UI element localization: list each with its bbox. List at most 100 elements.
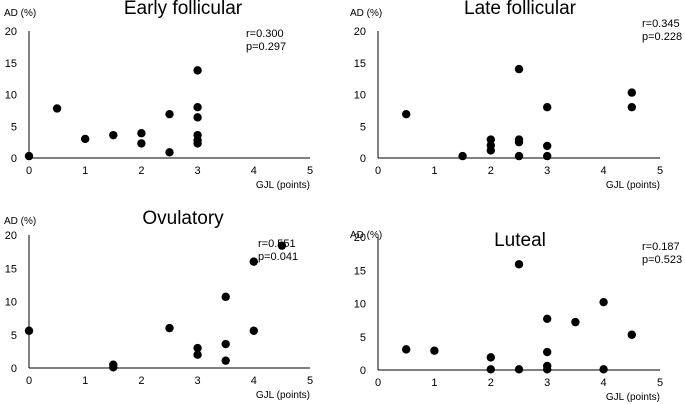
data-point — [599, 365, 608, 374]
data-point — [193, 103, 202, 112]
x-tick-label: 3 — [195, 165, 201, 177]
y-tick-label: 15 — [5, 263, 17, 275]
data-point — [24, 151, 34, 161]
data-point — [543, 141, 552, 151]
x-tick-label: 1 — [82, 375, 88, 387]
y-tick-label: 10 — [354, 299, 366, 311]
data-point — [543, 103, 552, 112]
x-tick-label: 4 — [601, 165, 607, 177]
y-tick-label: 10 — [354, 90, 366, 102]
x-tick-label: 3 — [544, 165, 550, 177]
x-tick-label: 0 — [26, 375, 32, 387]
x-tick-label: 4 — [251, 165, 257, 177]
stat-annotation: r=0.300 — [246, 28, 284, 40]
data-point — [402, 109, 411, 119]
y-tick-label: 10 — [5, 90, 17, 102]
y-tick-label: 10 — [5, 297, 17, 309]
chart-panel-1: Early follicular AD (%) 0 5 10 15 20 0 1 2 3 4 5 GJL … — [4, 0, 313, 191]
data-point — [543, 365, 552, 374]
data-point — [249, 326, 258, 335]
stat-annotation: p=0.297 — [246, 41, 286, 53]
x-tick-label: 1 — [82, 165, 88, 177]
x-tick-label: 2 — [488, 377, 494, 389]
x-axis-label: GJL (points) — [606, 392, 660, 403]
data-point — [627, 330, 636, 339]
data-point — [81, 134, 90, 144]
x-tick-label: 2 — [138, 165, 144, 177]
x-axis-label: GJL (points) — [606, 180, 660, 191]
data-point — [24, 326, 34, 335]
y-tick-label: 15 — [354, 265, 366, 277]
y-tick-label: 5 — [360, 121, 366, 133]
stat-annotation: p=0.041 — [258, 251, 298, 263]
y-tick-label: 15 — [5, 58, 17, 70]
data-point — [543, 151, 552, 161]
data-point — [165, 109, 174, 119]
data-point — [430, 346, 439, 355]
data-point — [514, 365, 524, 374]
data-point — [165, 323, 174, 333]
x-tick-label: 5 — [307, 165, 313, 177]
data-point — [109, 130, 118, 140]
x-tick-label: 3 — [195, 375, 201, 387]
x-tick-label: 5 — [657, 165, 663, 177]
x-axis-label: GJL (points) — [256, 390, 310, 401]
x-tick-label: 3 — [544, 377, 550, 389]
x-tick-label: 1 — [431, 165, 437, 177]
data-point — [193, 350, 202, 359]
data-point — [571, 317, 580, 327]
y-tick-label: 20 — [354, 26, 366, 38]
x-tick-label: 5 — [657, 377, 663, 389]
y-tick-label: 0 — [11, 153, 17, 165]
y-tick-label: 0 — [360, 365, 366, 377]
y-tick-label: 20 — [5, 26, 17, 38]
data-point — [514, 137, 524, 147]
data-point — [221, 339, 230, 349]
data-point — [543, 347, 552, 357]
data-point — [52, 104, 62, 113]
data-point — [249, 257, 258, 266]
y-tick-label: 20 — [5, 230, 17, 242]
chart-panel-2: Late follicular AD (%) 0 5 10 15 20 0 1 2 3 4 5 GJL (… — [350, 0, 682, 191]
data-point — [165, 148, 174, 157]
data-point — [514, 64, 524, 74]
y-tick-label: 15 — [354, 58, 366, 70]
y-axis-label: AD (%) — [350, 8, 382, 19]
stat-annotation: r=0.551 — [258, 238, 296, 250]
chart-panel-3: Ovulatory AD (%) 0 5 10 15 20 0 1 2 3 4 5 GJL (points… — [4, 208, 313, 401]
y-tick-label: 5 — [360, 332, 366, 344]
data-point — [193, 343, 202, 353]
chart-title: Early follicular — [124, 0, 243, 19]
x-tick-label: 2 — [138, 375, 144, 387]
data-point — [277, 241, 287, 250]
stat-annotation: p=0.523 — [642, 254, 682, 266]
x-axis-label: GJL (points) — [256, 180, 310, 191]
stat-annotation: r=0.345 — [642, 18, 680, 30]
x-tick-label: 0 — [26, 165, 32, 177]
data-point — [627, 88, 636, 97]
y-tick-label: 5 — [11, 121, 17, 133]
x-tick-label: 2 — [488, 165, 494, 177]
y-tick-label: 20 — [354, 232, 366, 244]
x-tick-label: 1 — [431, 377, 437, 389]
x-tick-label: 0 — [375, 165, 381, 177]
data-point — [193, 113, 202, 122]
data-point — [402, 345, 411, 354]
y-tick-label: 5 — [11, 330, 17, 342]
data-point — [514, 260, 524, 269]
stat-annotation: r=0.187 — [642, 241, 680, 253]
x-tick-label: 0 — [375, 377, 381, 389]
data-point — [221, 292, 230, 302]
chart-title: Late follicular — [464, 0, 577, 19]
y-axis-label: AD (%) — [4, 8, 36, 19]
x-tick-label: 4 — [251, 375, 257, 387]
chart-title: Luteal — [494, 230, 546, 251]
y-tick-label: 0 — [360, 153, 366, 165]
data-point — [486, 365, 495, 374]
y-axis-label: AD (%) — [350, 230, 382, 241]
data-point — [109, 363, 118, 372]
y-tick-label: 0 — [11, 363, 17, 375]
stat-annotation: p=0.228 — [642, 31, 682, 43]
data-point — [486, 146, 495, 155]
